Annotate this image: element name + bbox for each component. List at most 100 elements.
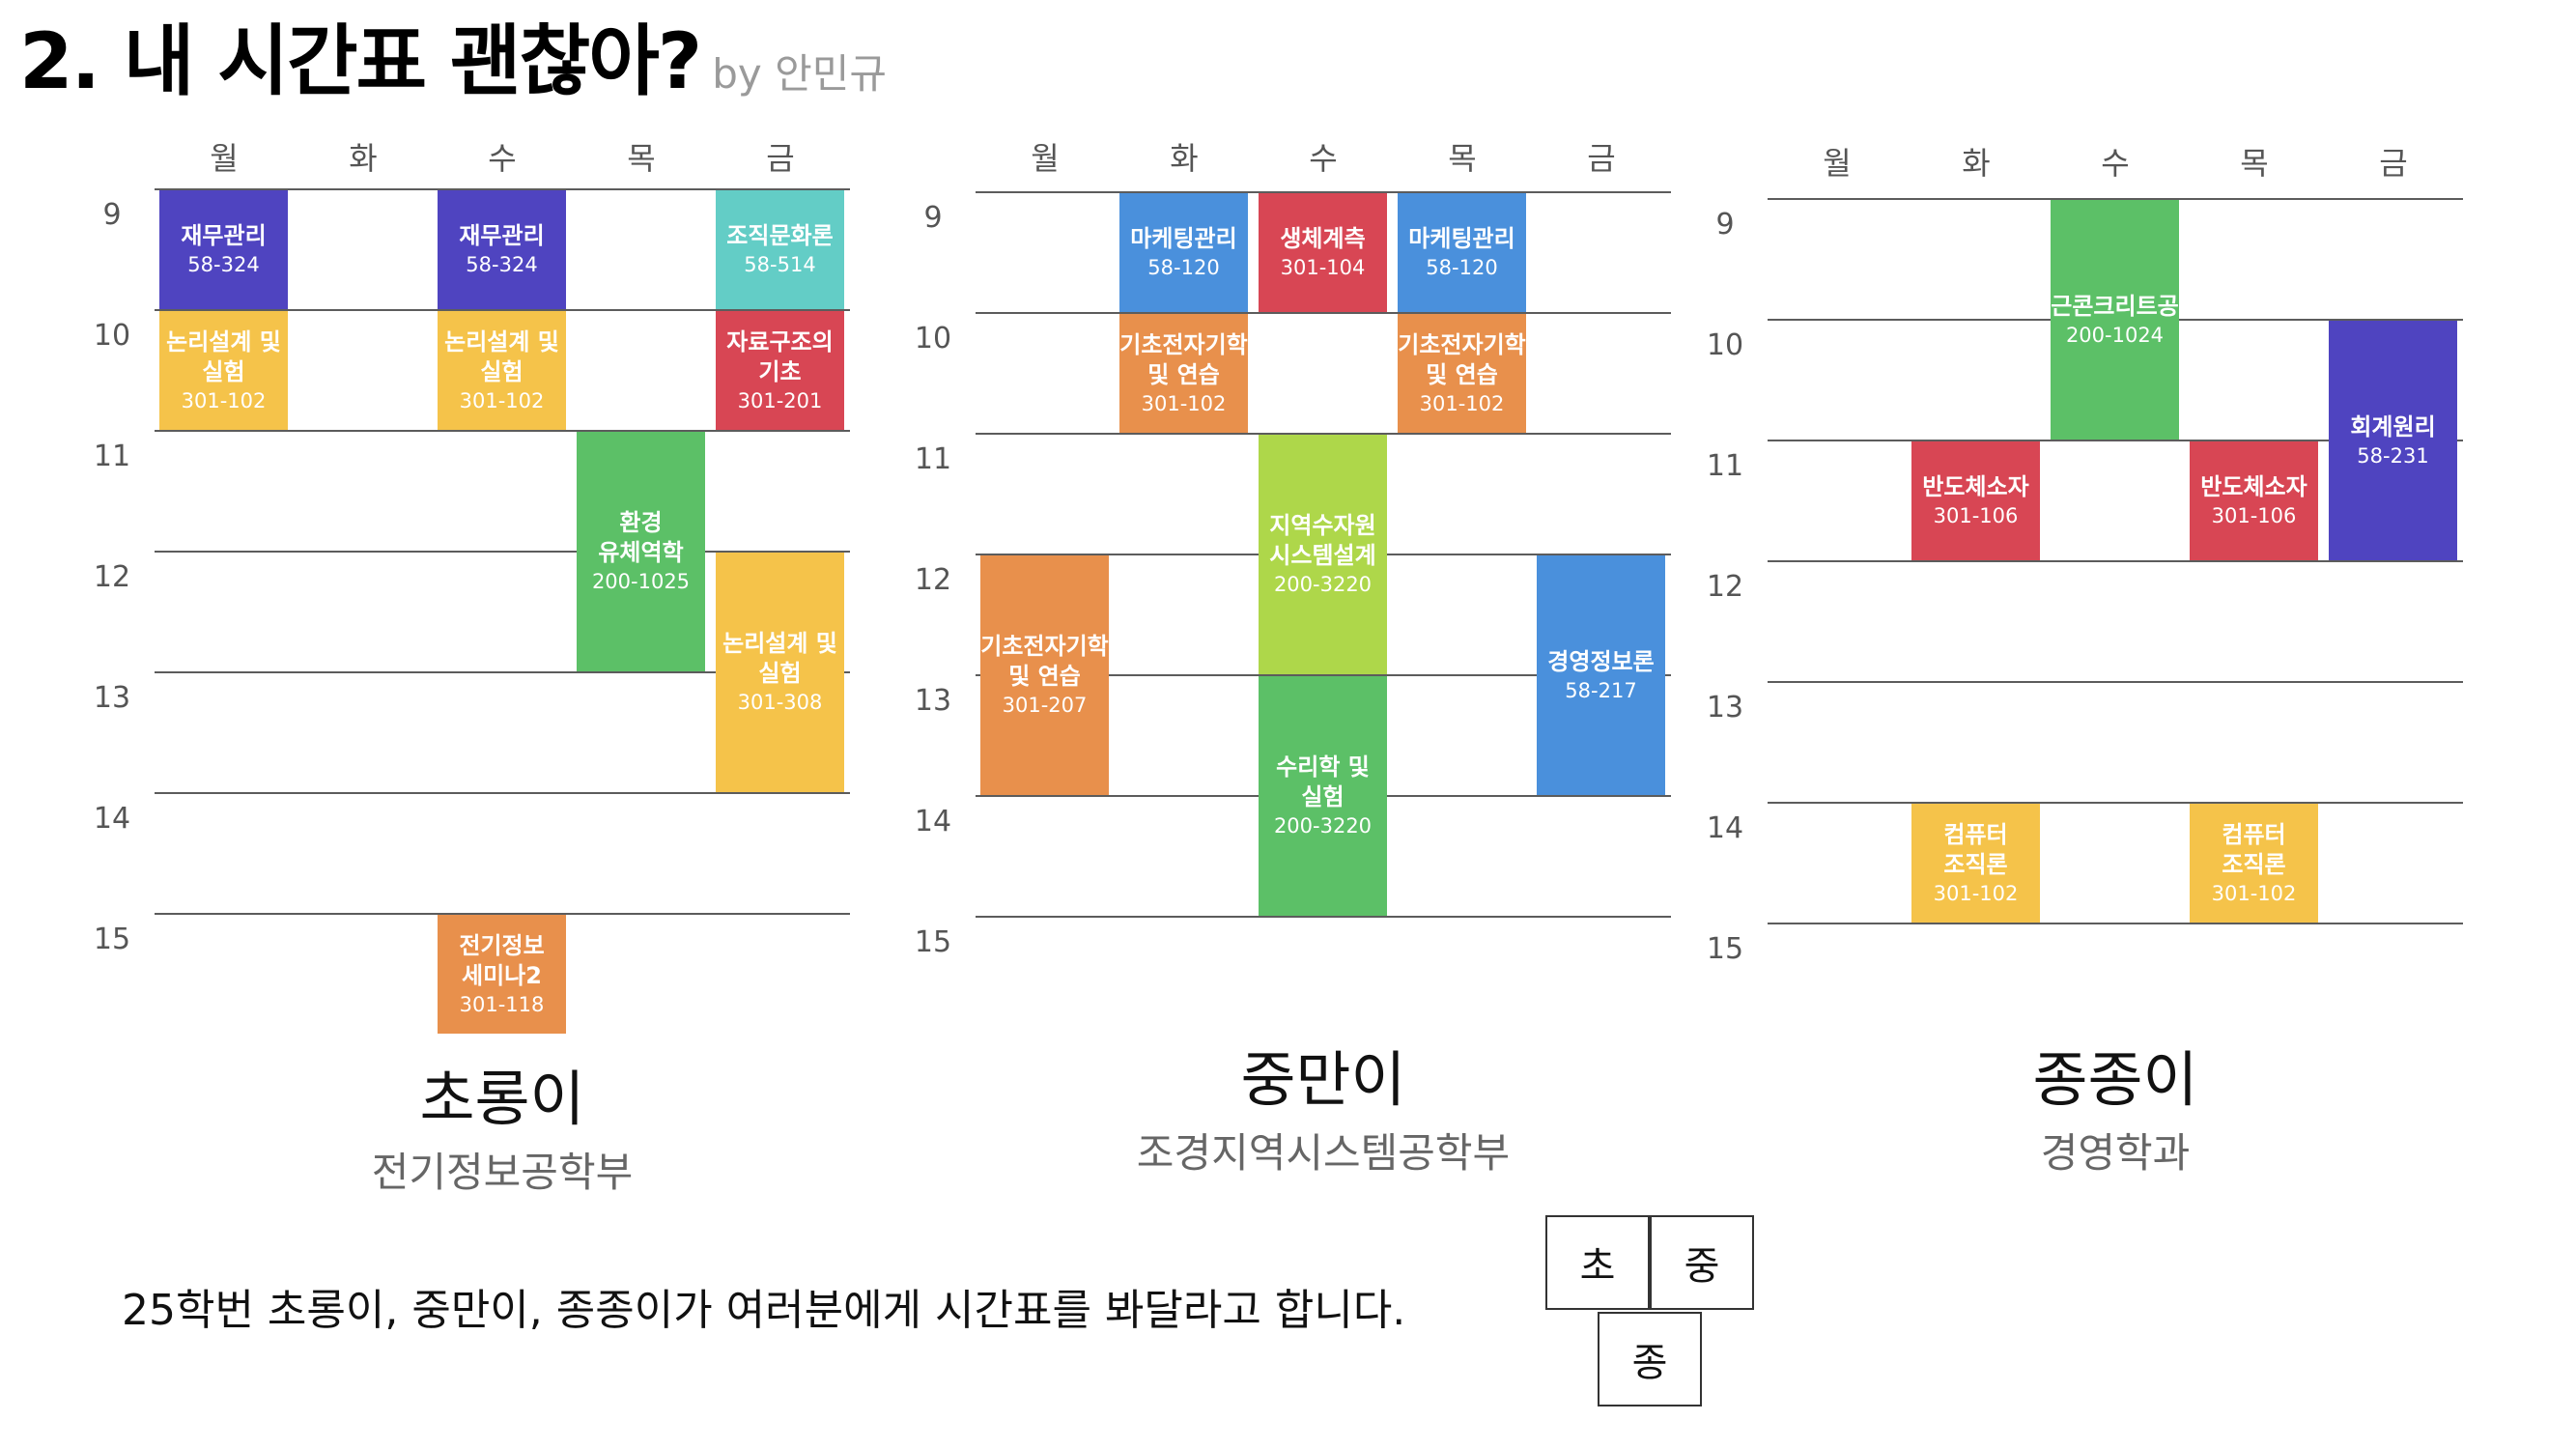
hour-row-14: 14	[94, 792, 850, 915]
day-label-thu: 목	[627, 140, 656, 177]
author-byline: by 안민규	[712, 50, 888, 98]
course-name: 재무관리	[459, 222, 545, 249]
page-title: 2. 내 시간표 괜찮아? by 안민규	[19, 14, 887, 123]
course-block[interactable]: 반도체소자 301-106	[1911, 441, 2040, 560]
course-block[interactable]: 논리설계 및 실험 301-102	[438, 311, 566, 430]
course-block[interactable]: 컴퓨터 조직론 301-102	[2190, 804, 2318, 923]
hour-row-13: 13	[1707, 681, 2463, 804]
course-block[interactable]: 지역수자원 시스템설계 200-3220	[1259, 435, 1387, 674]
hour-label: 9	[923, 201, 943, 235]
hour-label: 11	[93, 440, 131, 473]
course-name: 기초전자기학 및 연습	[1119, 330, 1248, 388]
hour-label: 15	[1706, 932, 1744, 966]
day-label-mon: 월	[1823, 145, 1852, 182]
hour-label: 12	[93, 560, 131, 594]
course-room: 58-120	[1147, 256, 1220, 279]
course-block[interactable]: 반도체소자 301-106	[2190, 441, 2318, 560]
day-label-tue: 화	[349, 140, 378, 177]
day-header-row: 월 화 수 목 금	[155, 135, 850, 193]
hour-row-9: 9	[923, 191, 1671, 314]
course-block[interactable]: 철근콘크리트공학 200-1024	[2029, 200, 2200, 440]
hour-label: 10	[1706, 328, 1744, 362]
person-card-jungman: 중만이 조경지역시스템공학부	[1053, 1043, 1594, 1180]
person-dept: 경영학과	[2040, 1129, 2191, 1177]
course-room: 301-102	[2211, 881, 2297, 905]
course-block[interactable]: 조직문화론 58-514	[716, 190, 844, 309]
course-name: 생체계측	[1280, 225, 1366, 252]
person-dept: 조경지역시스템공학부	[1136, 1129, 1511, 1177]
course-block[interactable]: 논리설계 및 실험 301-308	[716, 553, 844, 792]
course-block[interactable]: 마케팅관리 58-120	[1398, 193, 1526, 312]
course-room: 301-102	[1933, 881, 2019, 905]
hour-label: 10	[914, 322, 952, 355]
person-name: 중만이	[1240, 1044, 1406, 1115]
course-name: 컴퓨터 조직론	[1943, 820, 2008, 878]
hour-label: 10	[93, 319, 131, 353]
hour-row-15: 15	[94, 913, 850, 1036]
person-card-jongjong: 종종이 경영학과	[1845, 1043, 2386, 1180]
course-block[interactable]: 회계원리 58-231	[2329, 321, 2457, 560]
timetable-jungman: 월 화 수 목 금 9 10 11 12 13 14 15 마케팅관리 58-12…	[915, 135, 1671, 1101]
course-block[interactable]: 재무관리 58-324	[438, 190, 566, 309]
course-name: 자료구조의 기초	[726, 327, 834, 385]
course-room: 200-3220	[1273, 814, 1373, 838]
chip-jung: 중	[1650, 1215, 1754, 1310]
course-name: 재무관리	[181, 222, 267, 249]
course-block[interactable]: 기초전자기학 및 연습 301-102	[1398, 314, 1526, 433]
day-label-tue: 화	[1962, 145, 1991, 182]
person-dept: 전기정보공학부	[371, 1149, 634, 1196]
course-room: 301-102	[1419, 391, 1505, 415]
day-label-fri: 금	[766, 140, 795, 177]
caption-text: 25학번 초롱이, 중만이, 종종이가 여러분에게 시간표를 봐달라고 합니다.	[122, 1286, 1406, 1335]
hour-row-12: 12	[1707, 560, 2463, 683]
hour-row-13: 13	[94, 671, 850, 794]
course-block[interactable]: 기초전자기학 및 연습 301-207	[980, 555, 1109, 795]
timetable-chorong: 월 화 수 목 금 9 10 11 12 13 14 15 재무관리 58-324…	[94, 135, 850, 1101]
course-room: 301-102	[1141, 391, 1227, 415]
course-block[interactable]: 전기정보 세미나2 301-118	[438, 915, 566, 1034]
course-name: 수리학 및 실험	[1276, 753, 1370, 810]
timetable-jongjong: 월 화 수 목 금 9 10 11 12 13 14 15 철근콘크리트공학 20…	[1707, 140, 2463, 1106]
course-block[interactable]: 환경 유체역학 200-1025	[577, 432, 705, 671]
person-name: 초롱이	[419, 1064, 585, 1134]
hour-row-13: 13	[915, 674, 1671, 797]
course-name: 회계원리	[2350, 412, 2436, 440]
course-room: 301-201	[737, 388, 823, 412]
course-name: 전기정보 세미나2	[459, 931, 545, 989]
day-label-wed: 수	[488, 140, 517, 177]
day-label-thu: 목	[1448, 140, 1477, 177]
course-block[interactable]: 재무관리 58-324	[159, 190, 288, 309]
course-block[interactable]: 수리학 및 실험 200-3220	[1259, 676, 1387, 916]
course-name: 반도체소자	[1922, 473, 2029, 500]
day-header-row: 월 화 수 목 금	[976, 135, 1671, 193]
course-name: 지역수자원 시스템설계	[1269, 512, 1376, 569]
hour-row-11: 11	[94, 430, 850, 553]
course-block[interactable]: 경영정보론 58-217	[1537, 555, 1665, 795]
page-title-text: 2. 내 시간표 괜찮아?	[19, 16, 702, 106]
course-room: 58-514	[744, 253, 816, 276]
person-card-chorong: 초롱이 전기정보공학부	[232, 1063, 773, 1200]
course-block[interactable]: 생체계측 301-104	[1259, 193, 1387, 312]
course-block[interactable]: 논리설계 및 실험 301-102	[159, 311, 288, 430]
chip-jong: 종	[1598, 1312, 1702, 1406]
hour-label: 13	[914, 684, 952, 718]
course-room: 58-324	[466, 253, 538, 276]
course-name: 마케팅관리	[1130, 225, 1237, 252]
course-block[interactable]: 기초전자기학 및 연습 301-102	[1119, 314, 1248, 433]
course-room: 301-106	[2211, 504, 2297, 527]
day-header-row: 월 화 수 목 금	[1768, 140, 2463, 198]
hour-row-9: 9	[1715, 198, 2463, 321]
course-block[interactable]: 마케팅관리 58-120	[1119, 193, 1248, 312]
course-room: 301-207	[1002, 694, 1088, 717]
person-name: 종종이	[2032, 1044, 2198, 1115]
course-room: 301-104	[1280, 256, 1366, 279]
hour-row-15: 15	[1707, 923, 2463, 1045]
hour-row-14: 14	[1707, 802, 2463, 924]
course-room: 301-106	[1933, 504, 2019, 527]
hour-label: 15	[914, 925, 952, 959]
course-block[interactable]: 자료구조의 기초 301-201	[716, 311, 844, 430]
course-block[interactable]: 컴퓨터 조직론 301-102	[1911, 804, 2040, 923]
course-name: 기초전자기학 및 연습	[980, 633, 1109, 690]
course-name: 철근콘크리트공학	[2029, 292, 2200, 320]
hour-label: 13	[93, 681, 131, 715]
